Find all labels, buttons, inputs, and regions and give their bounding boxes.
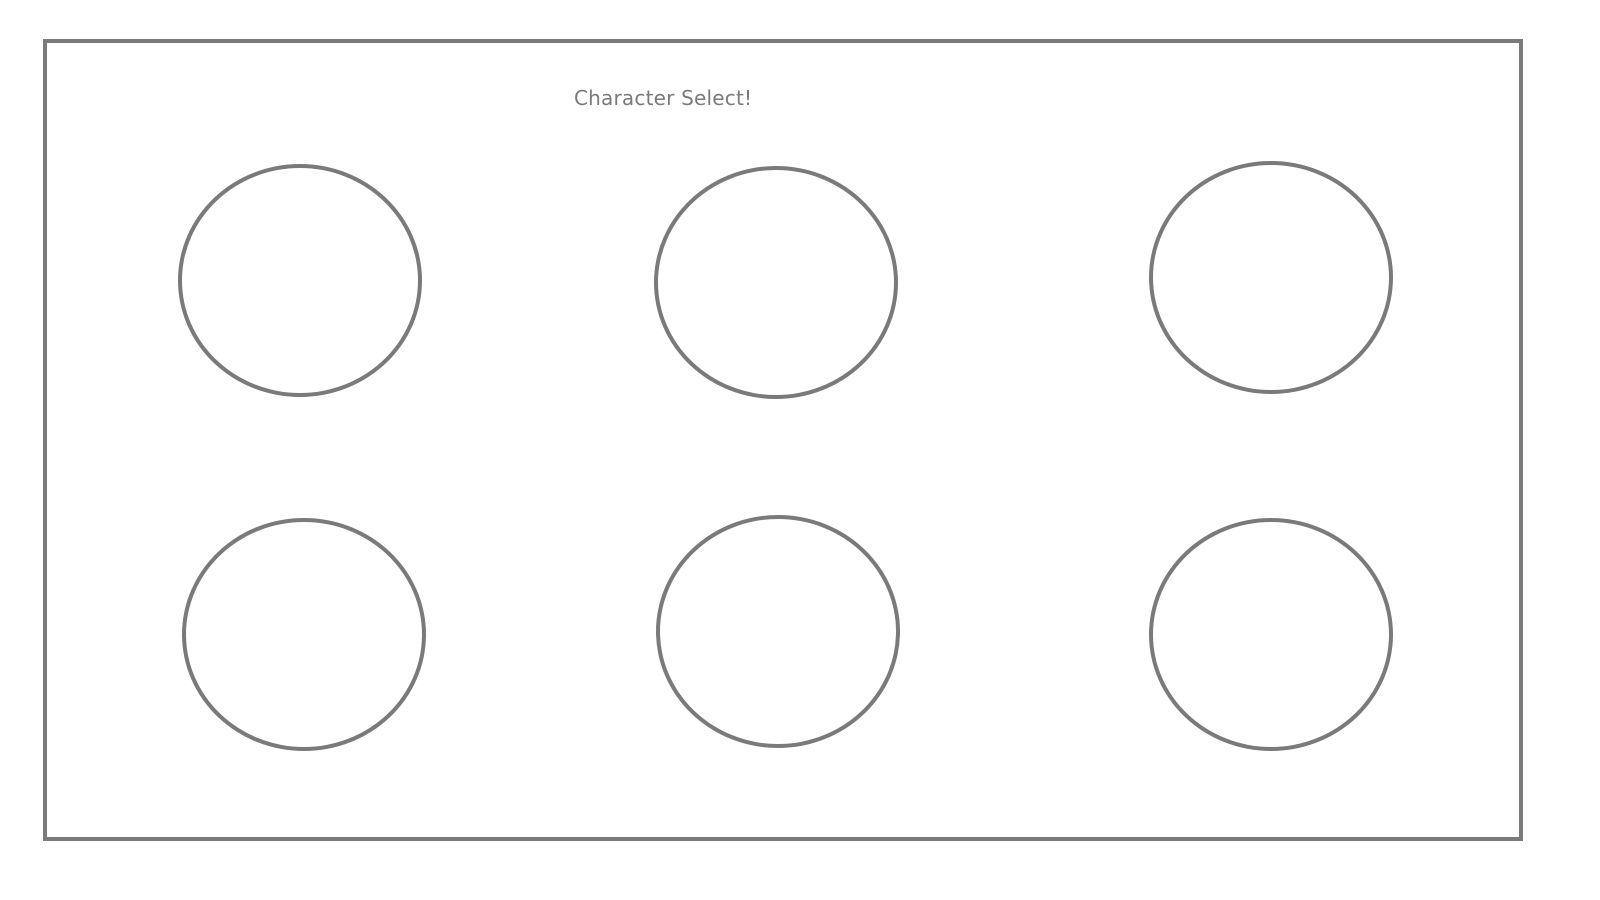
page-title: Character Select! xyxy=(574,86,753,110)
character-slot-5[interactable] xyxy=(656,515,900,748)
character-slot-4[interactable] xyxy=(182,518,426,751)
character-slot-2[interactable] xyxy=(654,166,898,399)
character-slot-6[interactable] xyxy=(1149,518,1393,751)
game-screen-frame xyxy=(43,39,1523,841)
character-slot-1[interactable] xyxy=(178,164,422,397)
character-slot-3[interactable] xyxy=(1149,161,1393,394)
